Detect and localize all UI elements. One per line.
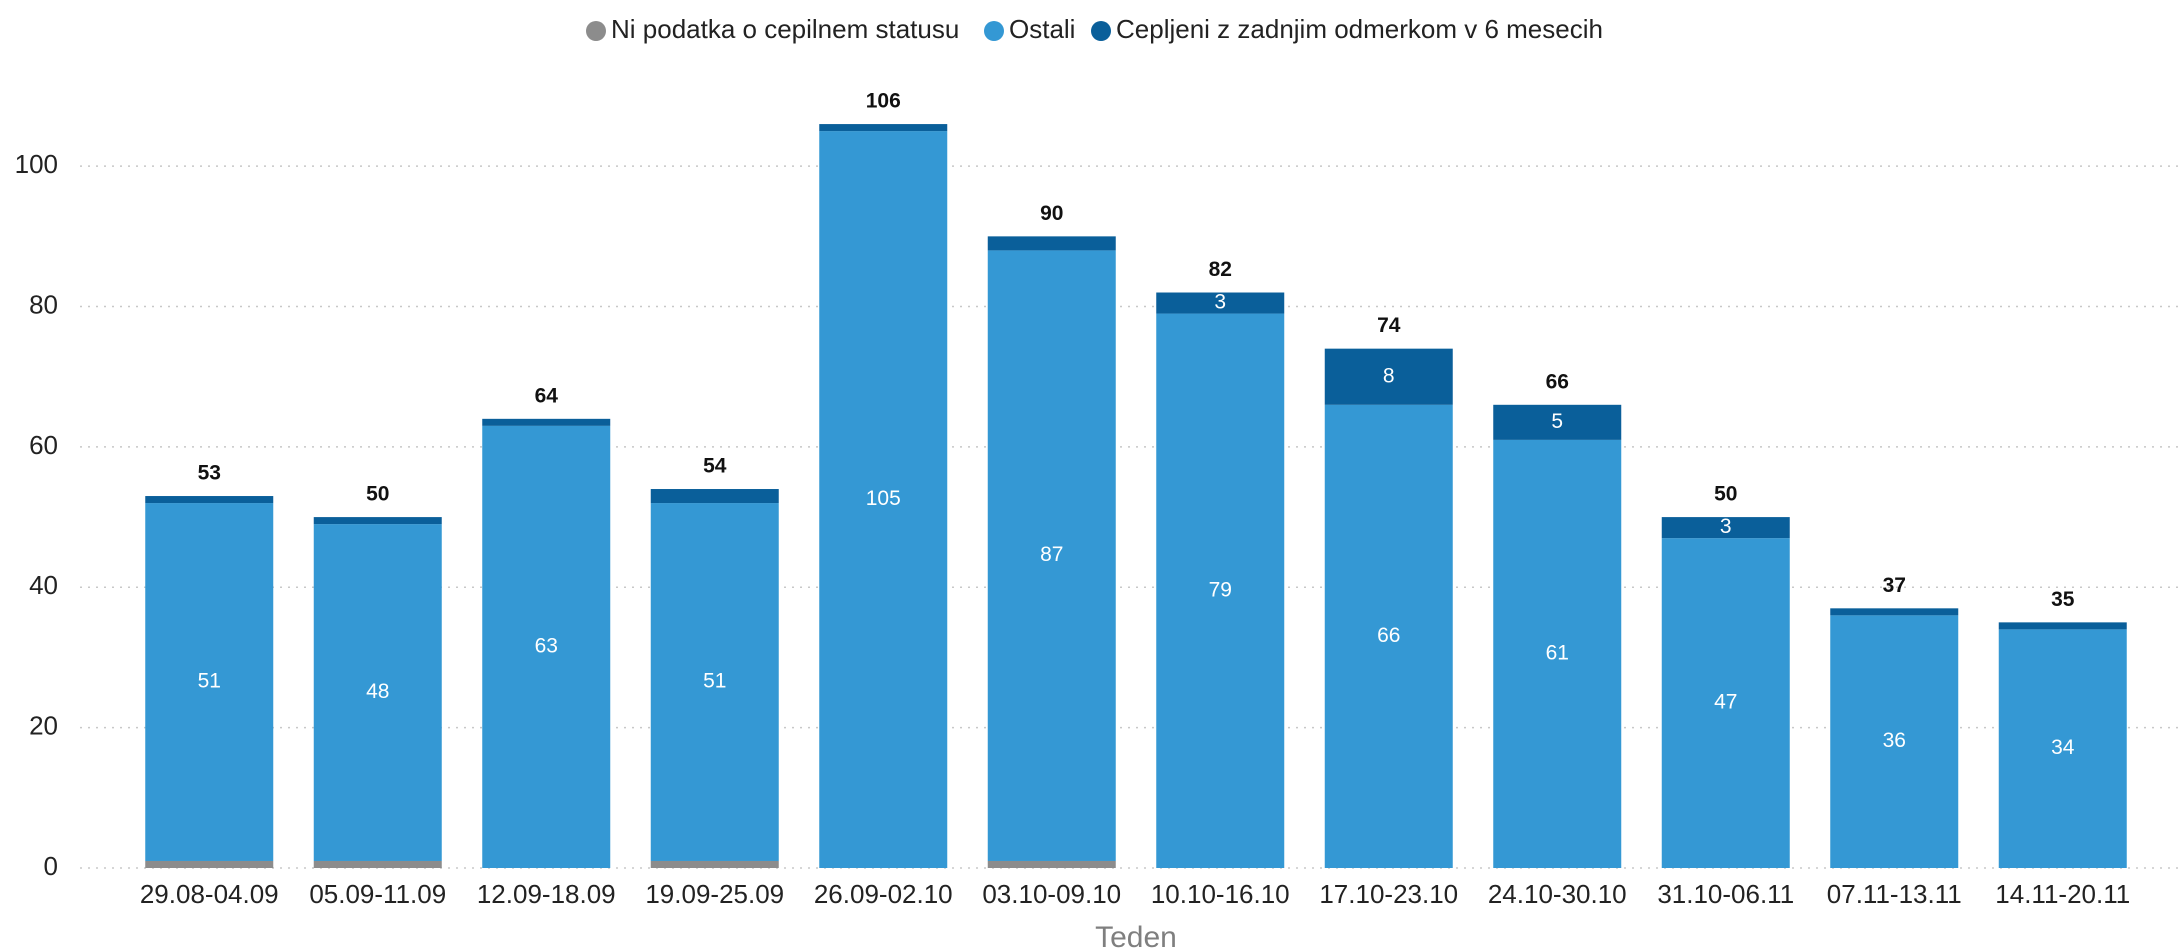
x-tick-label: 07.11-13.11 (1827, 879, 1962, 909)
total-label: 64 (535, 384, 559, 407)
bar-segment (313, 517, 442, 525)
bar-segment (1324, 404, 1453, 868)
bar-segment (145, 860, 274, 868)
data-label: 63 (535, 634, 558, 657)
data-label: 3 (1720, 515, 1732, 538)
x-tick-label: 03.10-09.10 (982, 879, 1121, 909)
bar-segment (313, 860, 442, 868)
data-label: 105 (866, 487, 901, 510)
data-label: 36 (1883, 729, 1906, 752)
total-label: 106 (866, 90, 901, 113)
bar-segment (987, 236, 1116, 251)
total-label: 37 (1883, 574, 1906, 597)
bar-segment (1324, 348, 1453, 405)
legend-marker (1091, 21, 1111, 41)
bar-segment (145, 496, 274, 504)
x-tick-label: 12.09-18.09 (477, 879, 616, 909)
bar-segment (1493, 439, 1622, 868)
bar-segment (1998, 622, 2127, 630)
total-label: 82 (1209, 258, 1232, 281)
y-tick-label: 80 (29, 289, 58, 319)
data-label: 5 (1551, 410, 1563, 433)
bar-segment (819, 124, 948, 132)
y-tick-label: 60 (29, 430, 58, 460)
data-label: 66 (1377, 624, 1400, 647)
data-label: 3 (1214, 291, 1226, 314)
legend-label: Cepljeni z zadnjim odmerkom v 6 mesecih (1116, 14, 1603, 44)
x-tick-label: 10.10-16.10 (1151, 879, 1290, 909)
bar-segment (650, 503, 779, 861)
y-tick-label: 20 (29, 711, 58, 741)
data-label: 61 (1546, 641, 1569, 664)
data-label: 47 (1714, 691, 1737, 714)
bar-segment (1830, 608, 1959, 616)
legend-marker (586, 21, 606, 41)
bar-segment (313, 524, 442, 861)
bar-segment (1493, 404, 1622, 440)
data-label: 87 (1040, 543, 1063, 566)
x-tick-label: 17.10-23.10 (1319, 879, 1458, 909)
total-label: 66 (1546, 370, 1569, 393)
data-label: 51 (198, 670, 221, 693)
bar-segment (1661, 517, 1790, 539)
bar-segment (145, 503, 274, 861)
legend-marker (984, 21, 1004, 41)
total-label: 90 (1040, 202, 1063, 225)
bar-segment (987, 860, 1116, 868)
total-label: 35 (2051, 588, 2075, 611)
data-label: 8 (1383, 364, 1395, 387)
legend-label: Ni podatka o cepilnem statusu (611, 14, 959, 44)
total-label: 50 (1714, 483, 1737, 506)
x-tick-label: 05.09-11.09 (309, 879, 446, 909)
total-label: 54 (703, 455, 727, 478)
x-axis-label: Teden (1095, 921, 1177, 952)
bar-segment (819, 131, 948, 868)
x-tick-label: 26.09-02.10 (814, 879, 953, 909)
bar-segment (1661, 538, 1790, 868)
y-tick-label: 0 (44, 851, 58, 881)
bar-segment (482, 425, 611, 868)
bar-segment (650, 860, 779, 868)
total-label: 50 (366, 483, 389, 506)
x-tick-label: 31.10-06.11 (1657, 879, 1794, 909)
y-tick-label: 100 (15, 149, 58, 179)
x-tick-label: 19.09-25.09 (645, 879, 784, 909)
bar-segment (987, 250, 1116, 861)
total-label: 53 (198, 462, 221, 485)
y-tick-label: 40 (29, 570, 58, 600)
x-tick-label: 29.08-04.09 (140, 879, 279, 909)
legend-label: Ostali (1009, 14, 1075, 44)
bar-segment (650, 489, 779, 504)
bar-segment (1156, 292, 1285, 314)
bar-segment (1156, 313, 1285, 869)
data-label: 48 (366, 680, 389, 703)
bar-segment (1830, 615, 1959, 868)
data-label: 34 (2051, 736, 2075, 759)
x-tick-label: 14.11-20.11 (1995, 879, 2130, 909)
data-label: 79 (1209, 578, 1232, 601)
total-label: 74 (1377, 314, 1401, 337)
bar-segment (1998, 629, 2127, 868)
data-label: 51 (703, 670, 726, 693)
bar-segment (482, 418, 611, 426)
x-tick-label: 24.10-30.10 (1488, 879, 1627, 909)
